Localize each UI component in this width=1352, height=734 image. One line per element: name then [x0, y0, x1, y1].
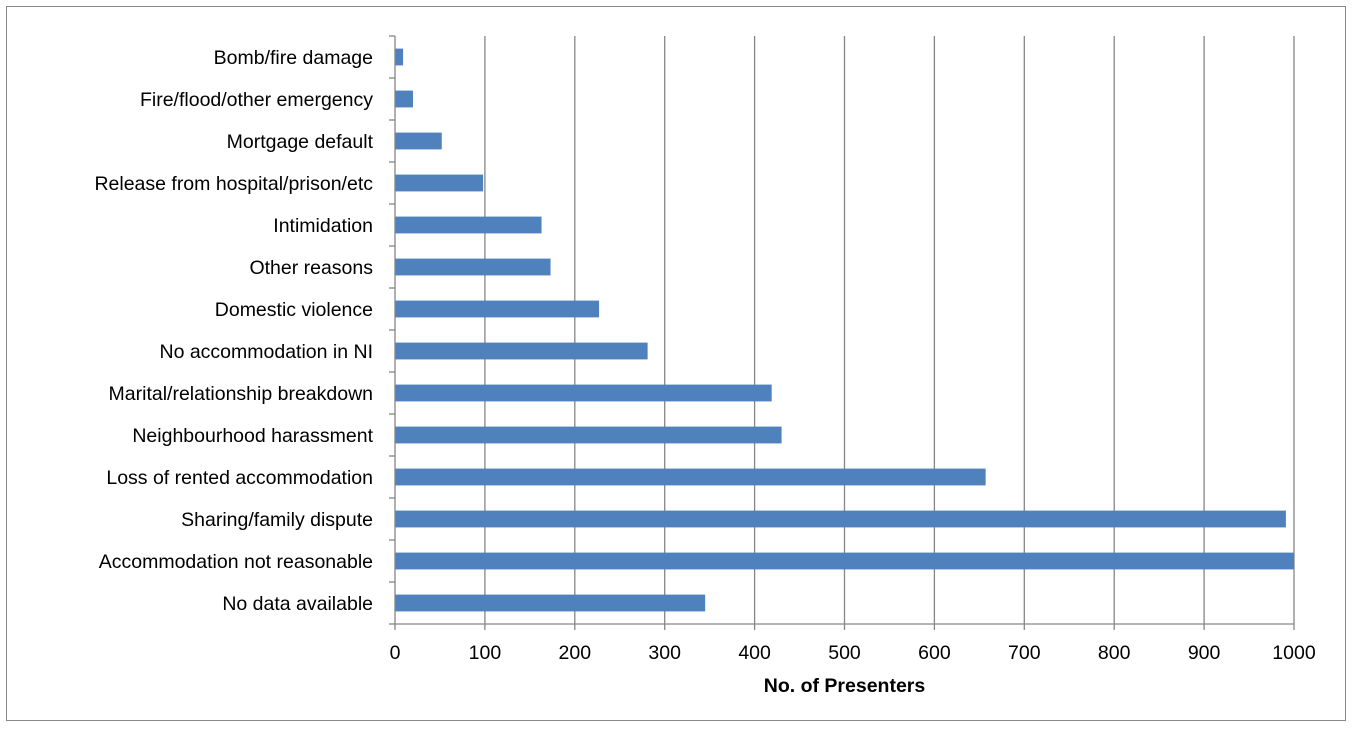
x-tick-label: 100 [469, 642, 502, 664]
category-label: No data available [222, 593, 373, 615]
category-label: Fire/flood/other emergency [140, 89, 373, 111]
x-tick-label: 0 [390, 642, 401, 664]
category-label: Domestic violence [215, 299, 373, 321]
category-label: Sharing/family dispute [181, 509, 373, 531]
category-label: Bomb/fire damage [214, 47, 373, 69]
bar [395, 342, 648, 360]
category-label: Marital/relationship breakdown [109, 383, 373, 405]
bar [395, 510, 1286, 528]
x-tick-label: 900 [1188, 642, 1221, 664]
category-label: No accommodation in NI [159, 341, 373, 363]
bar [395, 258, 551, 276]
bar [395, 594, 706, 612]
chart-area: Bomb/fire damage Fire/flood/other emergen… [6, 6, 1346, 721]
category-label: Accommodation not reasonable [99, 551, 373, 573]
bar [395, 468, 986, 486]
x-tick-label: 300 [648, 642, 681, 664]
x-tick-label: 200 [559, 642, 592, 664]
x-tick-labels: 0 100 200 300 400 500 600 700 800 900 1000 [390, 642, 1316, 664]
category-label: Intimidation [273, 215, 373, 237]
bar [395, 174, 484, 192]
x-tick-label: 700 [1008, 642, 1041, 664]
bar [395, 90, 413, 108]
bar [395, 426, 782, 444]
x-tick-label: 500 [828, 642, 861, 664]
x-tick-label: 400 [738, 642, 771, 664]
x-tick-label: 600 [918, 642, 951, 664]
x-axis-title: No. of Presenters [764, 675, 926, 697]
category-label: Release from hospital/prison/etc [94, 173, 373, 195]
category-label: Loss of rented accommodation [106, 467, 373, 489]
bar [395, 132, 442, 150]
bar-chart: Bomb/fire damage Fire/flood/other emergen… [94, 35, 1316, 697]
bar [395, 552, 1294, 570]
x-tick-label: 1000 [1272, 642, 1316, 664]
bars [395, 48, 1294, 612]
bar [395, 300, 600, 318]
category-label: Neighbourhood harassment [132, 425, 373, 447]
category-label: Mortgage default [227, 131, 374, 153]
category-label: Other reasons [249, 257, 373, 279]
x-tick-label: 800 [1098, 642, 1131, 664]
axes [389, 35, 1295, 630]
category-labels: Bomb/fire damage Fire/flood/other emergen… [94, 47, 373, 615]
gridlines [484, 36, 1295, 624]
bar [395, 48, 404, 66]
bar [395, 384, 772, 402]
bar [395, 216, 542, 234]
